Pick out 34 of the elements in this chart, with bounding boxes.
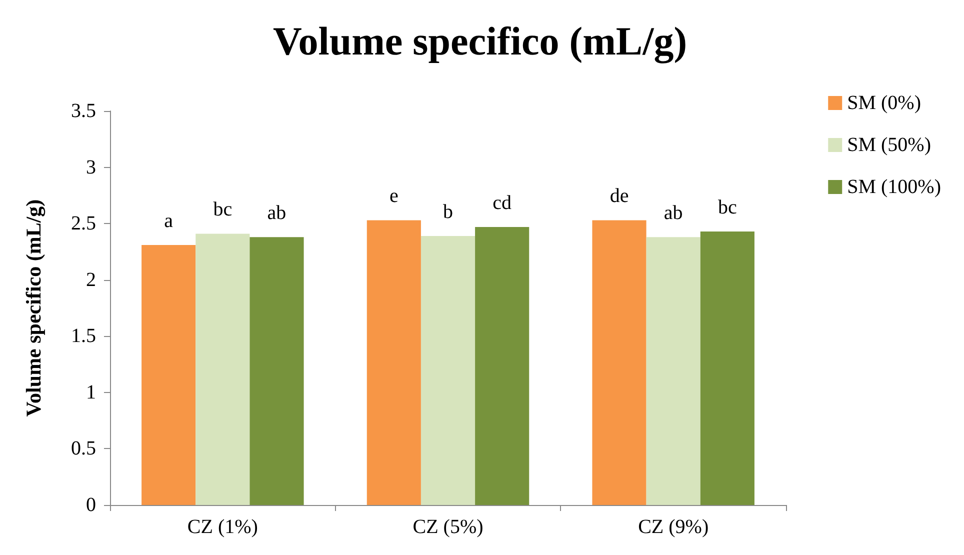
bar: [420, 236, 476, 505]
y-tick-label: 3: [86, 156, 96, 178]
data-label: e: [389, 185, 398, 208]
bar: [250, 237, 304, 505]
bar: [592, 220, 646, 505]
bar: [366, 220, 421, 505]
legend-label: SM (50%): [847, 134, 932, 156]
data-label: ab: [664, 202, 683, 224]
y-tick-label: 0: [86, 494, 96, 516]
bar: [142, 244, 196, 505]
x-tick-label: CZ (5%): [412, 516, 484, 538]
x-tick-label: CZ (1%): [187, 516, 258, 538]
data-label: bc: [213, 198, 232, 221]
y-axis-title: Volume specifico (mL/g): [22, 199, 46, 417]
data-label: bc: [718, 196, 737, 218]
y-tick-label: 2: [86, 268, 96, 291]
legend-label: SM (0%): [847, 92, 922, 114]
chart-title: Volume specifico (mL/g): [273, 18, 688, 64]
data-label: b: [443, 200, 453, 223]
legend-label: SM (100%): [847, 176, 942, 198]
bar: [196, 234, 250, 505]
bar: [646, 237, 700, 505]
y-tick-label: 3.5: [71, 100, 96, 122]
bar: [700, 231, 754, 505]
y-tick-label: 0.5: [71, 438, 96, 460]
data-label: ab: [267, 202, 286, 224]
bar: [475, 226, 530, 505]
y-tick-label: 1: [86, 381, 96, 404]
data-label: cd: [492, 192, 512, 214]
data-label: de: [610, 185, 629, 208]
data-label: a: [164, 210, 174, 232]
y-tick-label: 2.5: [71, 212, 96, 235]
x-tick-label: CZ (9%): [638, 516, 709, 538]
y-tick-label: 1.5: [71, 325, 96, 348]
